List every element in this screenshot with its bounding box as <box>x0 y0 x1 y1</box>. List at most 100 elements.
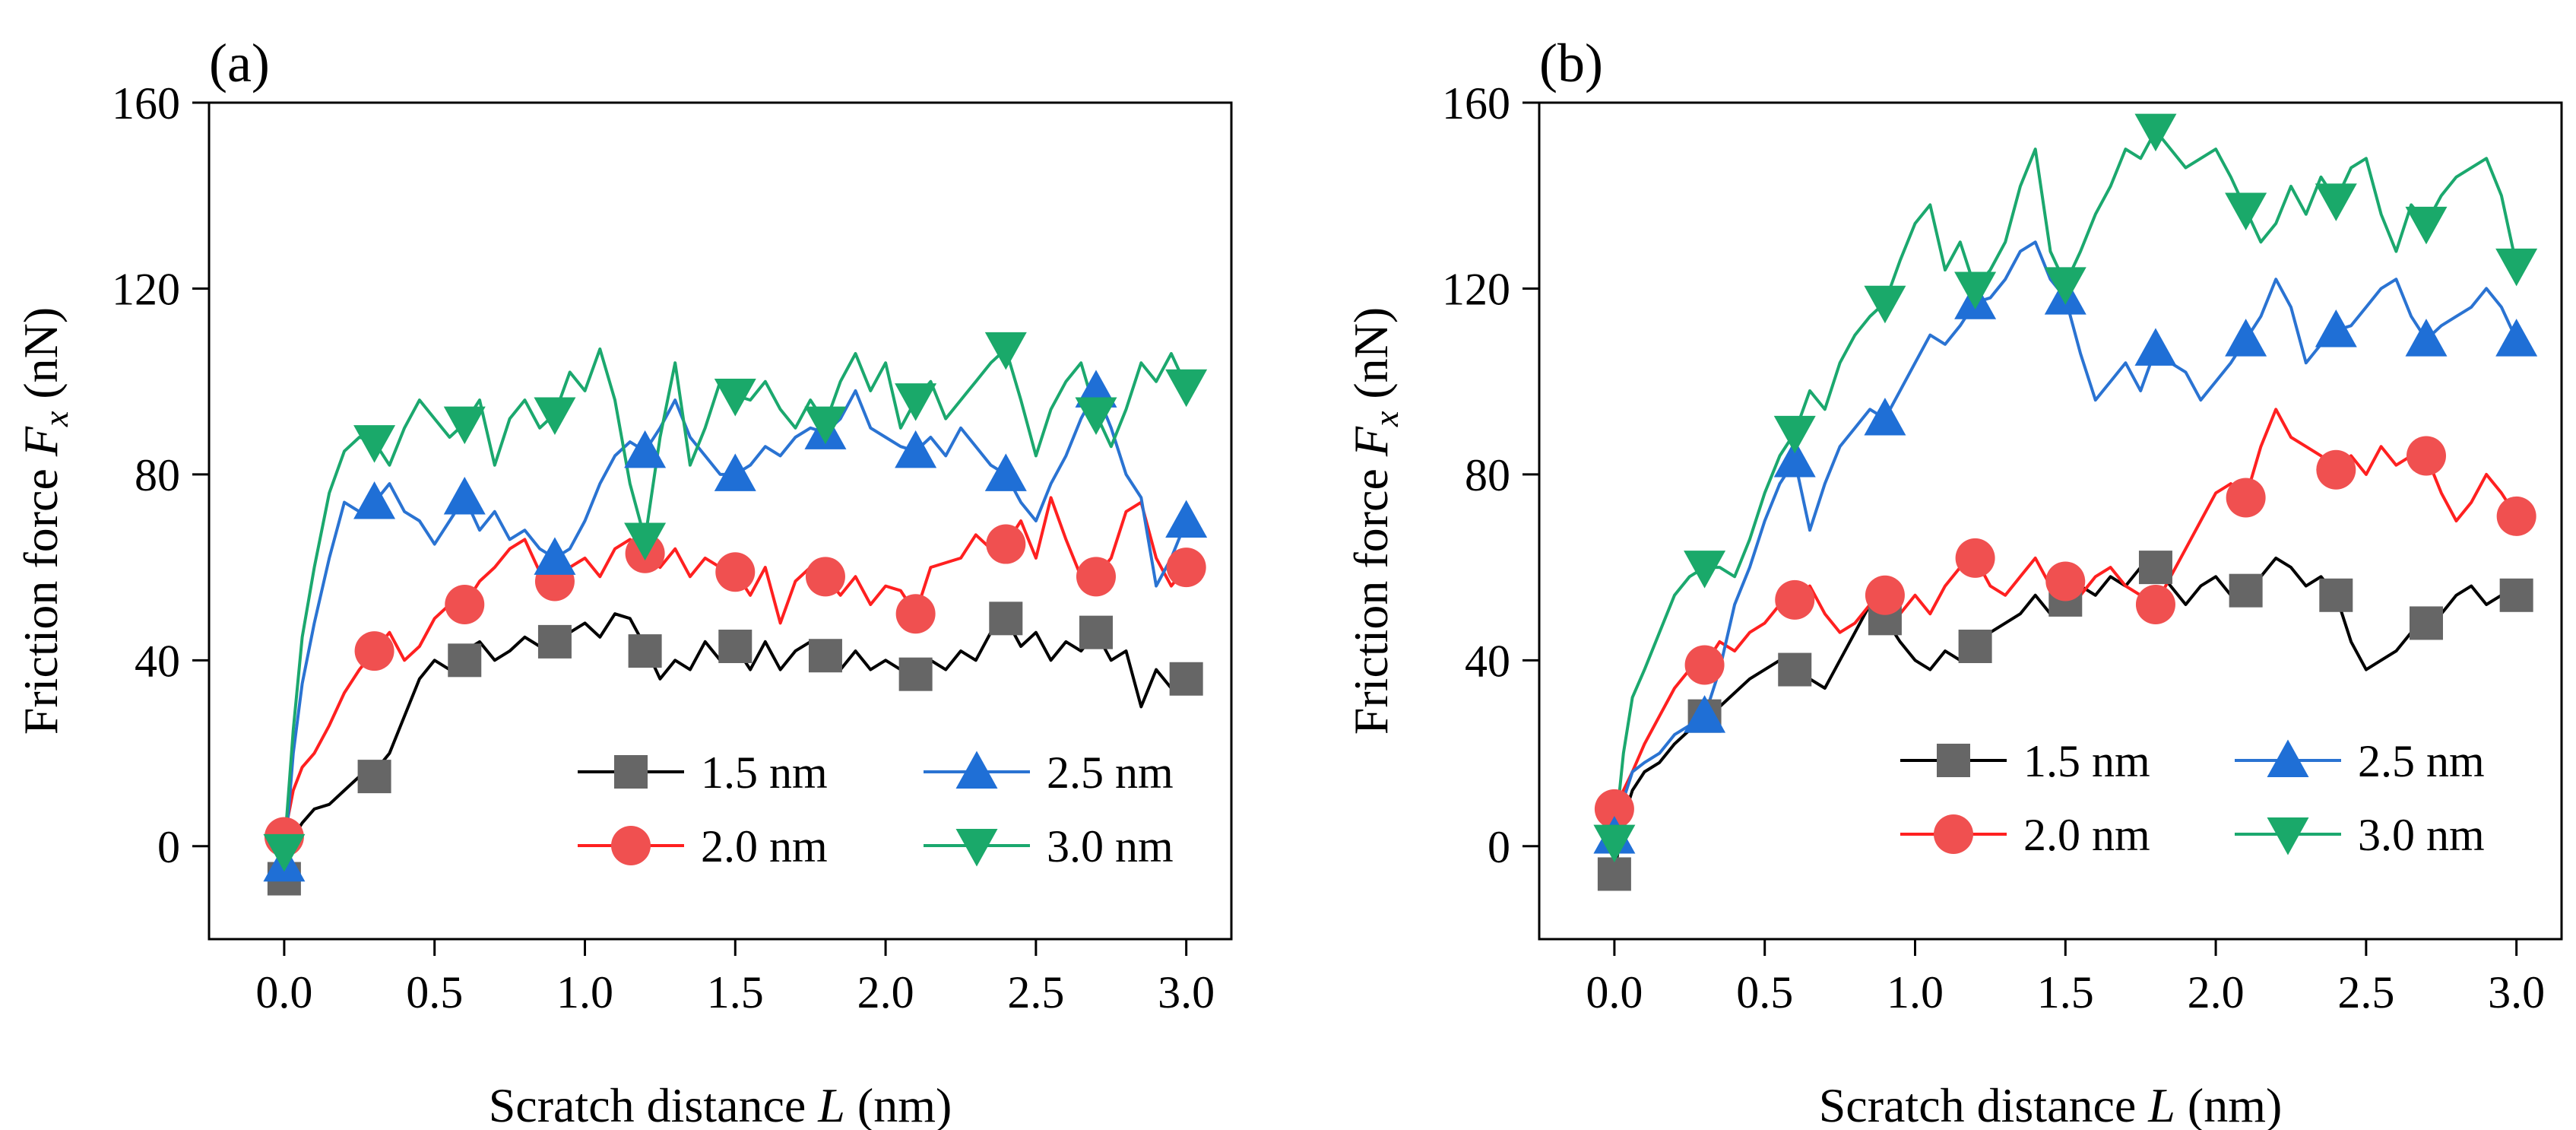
data-point-marker <box>2045 561 2086 602</box>
y-tick-label: 160 <box>1442 78 1510 129</box>
legend-marker <box>611 826 651 865</box>
data-point-marker <box>1954 271 1997 309</box>
data-point-marker <box>986 524 1026 564</box>
data-point-marker <box>628 634 662 668</box>
data-point-marker <box>534 397 576 435</box>
data-point-marker <box>1169 662 1203 696</box>
x-tick-label: 1.5 <box>2037 967 2094 1017</box>
data-point-marker <box>2315 183 2357 221</box>
data-point-marker <box>2405 206 2448 245</box>
data-point-marker <box>2495 319 2538 357</box>
legend-marker <box>614 755 648 789</box>
data-point-marker <box>1593 824 1636 863</box>
data-point-marker <box>714 379 756 417</box>
y-tick-label: 80 <box>1465 450 1510 500</box>
data-point-marker <box>2409 606 2443 640</box>
y-axis-title: Friction force Fx (nN) <box>14 307 75 735</box>
data-point-marker <box>1864 398 1906 436</box>
plot-frame <box>208 101 1233 941</box>
y-tick-label: 40 <box>1465 636 1510 686</box>
data-point-marker <box>443 406 486 445</box>
legend-label: 1.5 nm <box>701 748 828 798</box>
legend-label: 3.0 nm <box>1047 821 1174 871</box>
data-point-marker <box>534 537 576 575</box>
data-point-marker <box>1076 557 1116 597</box>
x-tick-label: 2.5 <box>1007 967 1064 1017</box>
x-tick-label: 0.0 <box>1586 967 1643 1017</box>
x-tick-label: 2.5 <box>2337 967 2394 1017</box>
series-markers <box>263 370 1208 882</box>
data-point-marker <box>445 585 485 624</box>
data-point-marker <box>2135 585 2175 624</box>
data-point-marker <box>1166 548 1206 588</box>
legend: 1.5 nm 2.5 nm 2.0 nm 3.0 nm <box>1900 736 2485 860</box>
data-point-marker <box>1075 397 1117 435</box>
data-point-marker <box>1684 551 1726 589</box>
y-tick-label: 120 <box>1442 264 1510 314</box>
legend: 1.5 nm 2.5 nm 2.0 nm 3.0 nm <box>578 748 1174 871</box>
data-point-marker <box>1958 630 1992 663</box>
data-point-marker <box>804 406 847 445</box>
x-tick-label: 2.0 <box>2188 967 2245 1017</box>
data-point-marker <box>1773 415 1816 454</box>
x-tick-label: 1.0 <box>1887 967 1944 1017</box>
legend-marker <box>955 829 998 867</box>
data-point-marker <box>895 383 937 421</box>
legend-label: 1.5 nm <box>2023 736 2150 786</box>
legend-marker <box>1937 744 1970 777</box>
data-point-marker <box>2319 578 2353 612</box>
data-point-marker <box>2499 578 2533 612</box>
x-tick-label: 3.0 <box>1158 967 1215 1017</box>
chart-panel-b: 0.0 0.5 1.0 1.5 2.0 2.5 3.0 0 40 80 120 160 (b) Scrat… <box>1344 33 2563 1130</box>
panel-label: (a) <box>209 33 270 94</box>
data-point-marker <box>2316 449 2356 490</box>
series-markers <box>1594 436 2536 829</box>
data-point-marker <box>263 833 306 872</box>
data-point-marker <box>1684 645 1725 685</box>
data-point-marker <box>2405 319 2448 357</box>
x-tick-label: 1.0 <box>556 967 613 1017</box>
x-tick-label: 1.5 <box>707 967 764 1017</box>
data-point-marker <box>448 643 482 678</box>
data-point-marker <box>624 430 667 468</box>
data-point-marker <box>1165 500 1208 538</box>
data-point-marker <box>714 453 756 491</box>
data-point-marker <box>895 594 936 634</box>
data-point-marker <box>537 624 572 659</box>
data-point-marker <box>2134 113 2177 152</box>
data-point-marker <box>2496 496 2536 536</box>
data-point-marker <box>1079 615 1113 649</box>
data-point-marker <box>2229 573 2263 608</box>
data-point-marker <box>2225 192 2267 231</box>
data-point-marker <box>2225 319 2267 357</box>
legend-marker <box>2267 739 2309 777</box>
x-tick-label: 2.0 <box>857 967 914 1017</box>
y-tick-label: 40 <box>135 636 180 686</box>
data-point-marker <box>984 332 1027 370</box>
data-point-marker <box>354 631 394 671</box>
data-point-marker <box>715 552 756 592</box>
data-point-marker <box>2226 478 2266 518</box>
data-point-marker <box>1865 575 1905 615</box>
x-tick-label: 0.5 <box>406 967 463 1017</box>
x-tick-label: 3.0 <box>2488 967 2545 1017</box>
data-point-marker <box>357 760 391 794</box>
chart-panel-a: 0.0 0.5 1.0 1.5 2.0 2.5 3.0 0 40 80 120 160 (a) Scrat… <box>14 33 1233 1130</box>
legend-marker <box>955 751 998 789</box>
data-point-marker <box>895 430 937 468</box>
legend-label: 3.0 nm <box>2358 810 2485 860</box>
data-point-marker <box>989 602 1023 636</box>
data-point-marker <box>624 522 667 560</box>
data-point-marker <box>353 481 396 519</box>
y-tick-label: 0 <box>1488 822 1510 872</box>
data-point-marker <box>1597 857 1631 891</box>
y-tick-label: 160 <box>112 78 180 129</box>
x-axis-title: Scratch distance L (nm) <box>1819 1078 2283 1130</box>
legend-marker <box>1934 814 1973 854</box>
series-markers <box>264 524 1206 857</box>
data-point-marker <box>718 630 753 663</box>
legend-label: 2.5 nm <box>1047 748 1174 798</box>
data-point-marker <box>808 639 842 673</box>
data-point-marker <box>443 476 486 515</box>
legend-label: 2.0 nm <box>2023 810 2150 860</box>
